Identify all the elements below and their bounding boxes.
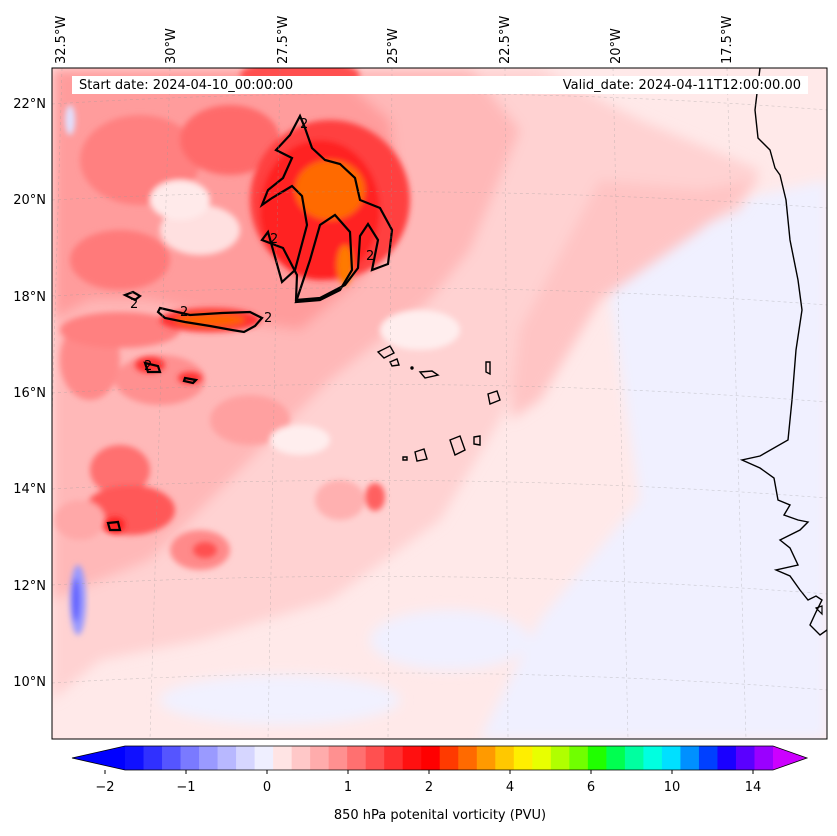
coastline bbox=[739, 68, 827, 636]
colorbar-swatch bbox=[199, 746, 219, 770]
colorbar-over-arrow bbox=[773, 746, 807, 770]
colorbar-swatch bbox=[180, 746, 200, 770]
colorbar-tick-label: −2 bbox=[95, 780, 115, 795]
lat-label: 22°N bbox=[13, 97, 46, 112]
lon-label: 25°W bbox=[386, 28, 401, 64]
colorbar-swatch bbox=[458, 746, 478, 770]
colorbar-swatch bbox=[587, 746, 607, 770]
colorbar-swatch bbox=[476, 746, 496, 770]
colorbar-swatch bbox=[328, 746, 348, 770]
svg-text:2: 2 bbox=[180, 305, 188, 320]
low-pv-region bbox=[160, 180, 827, 739]
colorbar-swatch bbox=[273, 746, 293, 770]
svg-text:2: 2 bbox=[264, 311, 272, 326]
colorbar-swatch bbox=[254, 746, 274, 770]
colorbar-swatch bbox=[384, 746, 404, 770]
colorbar-tick-label: 0 bbox=[262, 780, 272, 795]
contour-labels: 2 2 2 2 2 2 2 bbox=[130, 117, 374, 374]
colorbar-tick-label: 14 bbox=[744, 780, 762, 795]
colorbar-swatch bbox=[310, 746, 330, 770]
colorbar-swatch bbox=[680, 746, 700, 770]
colorbar-swatch bbox=[661, 746, 681, 770]
lon-label: 22.5°W bbox=[498, 15, 513, 64]
map-area: 2 2 2 2 2 2 2 bbox=[52, 68, 827, 739]
start-date-text: Start date: 2024-04-10_00:00:00 bbox=[79, 78, 294, 93]
lat-label: 14°N bbox=[13, 482, 46, 497]
colorbar-swatch bbox=[162, 746, 182, 770]
lat-label: 12°N bbox=[13, 579, 46, 594]
colorbar-swatch bbox=[643, 746, 663, 770]
colorbar-tick-label: −1 bbox=[176, 780, 196, 795]
colorbar-swatch bbox=[125, 746, 145, 770]
lon-label: 27.5°W bbox=[276, 15, 291, 64]
colorbar-title: 850 hPa potenital vorticity (PVU) bbox=[333, 808, 547, 823]
colorbar-tick-label: 10 bbox=[663, 780, 681, 795]
map-frame bbox=[51, 67, 828, 740]
coastline-detail bbox=[814, 605, 823, 616]
lat-label: 20°N bbox=[13, 193, 46, 208]
colorbar-outline bbox=[71, 745, 809, 771]
lat-label: 16°N bbox=[13, 386, 46, 401]
lon-label: 30°W bbox=[164, 28, 179, 64]
negative-pv-streak bbox=[65, 105, 86, 635]
colorbar-swatch bbox=[754, 746, 774, 770]
colorbar-swatch bbox=[347, 746, 367, 770]
colorbar-swatch bbox=[698, 746, 718, 770]
colorbar-swatch bbox=[569, 746, 589, 770]
colorbar-swatch bbox=[365, 746, 385, 770]
lat-label: 18°N bbox=[13, 290, 46, 305]
colorbar-swatch bbox=[143, 746, 163, 770]
colorbar-tick-label: 2 bbox=[424, 780, 434, 795]
gridlines bbox=[52, 68, 827, 739]
colorbar bbox=[71, 745, 809, 774]
colorbar-swatch bbox=[217, 746, 237, 770]
svg-text:2: 2 bbox=[300, 117, 308, 132]
colorbar-swatch bbox=[291, 746, 311, 770]
colorbar-swatch bbox=[606, 746, 626, 770]
colorbar-swatch bbox=[421, 746, 441, 770]
colorbar-swatch bbox=[439, 746, 459, 770]
cape-verde-islands bbox=[376, 345, 501, 462]
colorbar-swatch bbox=[717, 746, 737, 770]
colorbar-swatch bbox=[495, 746, 515, 770]
colorbar-tick-label: 1 bbox=[343, 780, 353, 795]
colorbar-swatch bbox=[532, 746, 552, 770]
svg-text:2: 2 bbox=[130, 297, 138, 312]
pv-2-contour bbox=[106, 113, 394, 532]
valid-date-text: Valid_date: 2024-04-11T12:00:00.00 bbox=[562, 78, 801, 93]
lon-label: 20°W bbox=[609, 28, 624, 64]
colorbar-swatch bbox=[624, 746, 644, 770]
colorbar-swatch bbox=[550, 746, 570, 770]
colorbar-swatch bbox=[236, 746, 256, 770]
date-info-box bbox=[72, 76, 808, 94]
lon-label: 17.5°W bbox=[720, 15, 735, 64]
svg-text:2: 2 bbox=[144, 359, 152, 374]
lat-label: 10°N bbox=[13, 675, 46, 690]
colorbar-swatch bbox=[513, 746, 533, 770]
colorbar-swatch bbox=[402, 746, 422, 770]
colorbar-under-arrow bbox=[72, 746, 125, 770]
colorbar-tick-label: 6 bbox=[586, 780, 596, 795]
colorbar-tick-label: 4 bbox=[505, 780, 515, 795]
colorbar-swatch bbox=[735, 746, 755, 770]
svg-text:2: 2 bbox=[366, 249, 374, 264]
lon-label: 32.5°W bbox=[54, 15, 69, 64]
svg-text:2: 2 bbox=[270, 232, 278, 247]
